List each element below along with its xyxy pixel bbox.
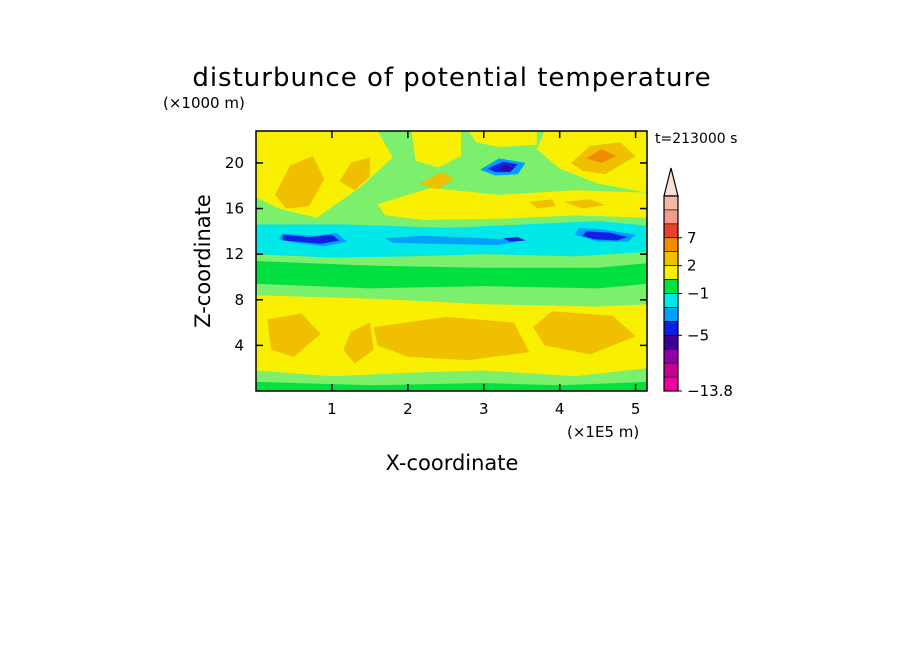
colorbar-swatch xyxy=(663,223,679,239)
x-axis: 1 2 3 4 5 xyxy=(327,131,640,418)
contour-region-orange xyxy=(275,156,325,209)
contour-region-orange xyxy=(533,311,636,355)
contour-region-green xyxy=(256,381,647,391)
contour-region-orange xyxy=(373,316,530,361)
y-axis: 4 8 12 16 20 xyxy=(225,154,647,354)
colorbar-swatch xyxy=(663,209,679,225)
contour-region-navy xyxy=(502,237,526,242)
contour-region-purple xyxy=(499,165,515,171)
colorbar-label: 2 xyxy=(687,257,697,275)
contour-region-yellow xyxy=(411,131,461,168)
contour-region-orange xyxy=(419,172,454,190)
y-unit-label: (×1000 m) xyxy=(163,94,245,112)
contour-region-navy xyxy=(582,231,628,241)
colorbar-swatch xyxy=(663,279,679,294)
y-axis-label: Z-coordinate xyxy=(191,194,215,328)
colorbar-swatch xyxy=(663,237,679,253)
colorbar-swatch xyxy=(663,195,679,211)
colorbar-swatch xyxy=(663,307,679,322)
colorbar: 7 2 −1 −5 −13.8 xyxy=(663,167,733,400)
colorbar-swatch xyxy=(663,251,679,266)
x-tick-label: 4 xyxy=(555,400,565,418)
colorbar-swatch xyxy=(663,265,679,280)
y-tick-label: 20 xyxy=(225,154,244,172)
colorbar-label: −1 xyxy=(687,285,709,303)
colorbar-swatch xyxy=(663,376,679,392)
contour-region-yellow xyxy=(377,188,647,220)
y-tick-label: 16 xyxy=(225,200,244,218)
contour-region-orange xyxy=(339,157,370,191)
colorbar-swatch xyxy=(663,293,679,308)
x-tick-label: 2 xyxy=(403,400,413,418)
y-tick-label: 4 xyxy=(234,336,244,354)
contour-region-green xyxy=(256,261,647,289)
colorbar-extend-arrow xyxy=(663,167,679,197)
colorbar-swatch xyxy=(663,321,679,336)
contour-region-blue xyxy=(385,235,522,245)
contour-region-dark-orange xyxy=(586,149,617,163)
y-tick-label: 8 xyxy=(234,291,244,309)
x-unit-label: (×1E5 m) xyxy=(567,423,639,441)
colorbar-swatch xyxy=(663,348,679,364)
x-axis-label: X-coordinate xyxy=(386,451,519,475)
time-label: t=213000 s xyxy=(655,131,737,147)
contour-region-yellow xyxy=(468,131,537,147)
colorbar-label: −5 xyxy=(687,326,709,344)
colorbar-swatch xyxy=(663,362,679,378)
y-tick-label: 12 xyxy=(225,245,244,263)
contour-region-orange xyxy=(343,322,374,364)
colorbar-swatch xyxy=(663,334,679,350)
plot-frame xyxy=(255,130,648,392)
colorbar-label: 7 xyxy=(687,229,697,247)
chart-title: disturbunce of potential temperature xyxy=(192,63,711,93)
x-tick-label: 3 xyxy=(479,400,489,418)
contour-region-orange xyxy=(563,199,606,209)
x-tick-label: 1 xyxy=(327,400,337,418)
contour-region-navy xyxy=(282,234,340,244)
colorbar-label: −13.8 xyxy=(687,382,733,400)
x-tick-label: 5 xyxy=(631,400,641,418)
contour-region-orange xyxy=(529,199,556,209)
plot-area xyxy=(256,131,647,391)
contour-region-orange xyxy=(267,313,321,357)
